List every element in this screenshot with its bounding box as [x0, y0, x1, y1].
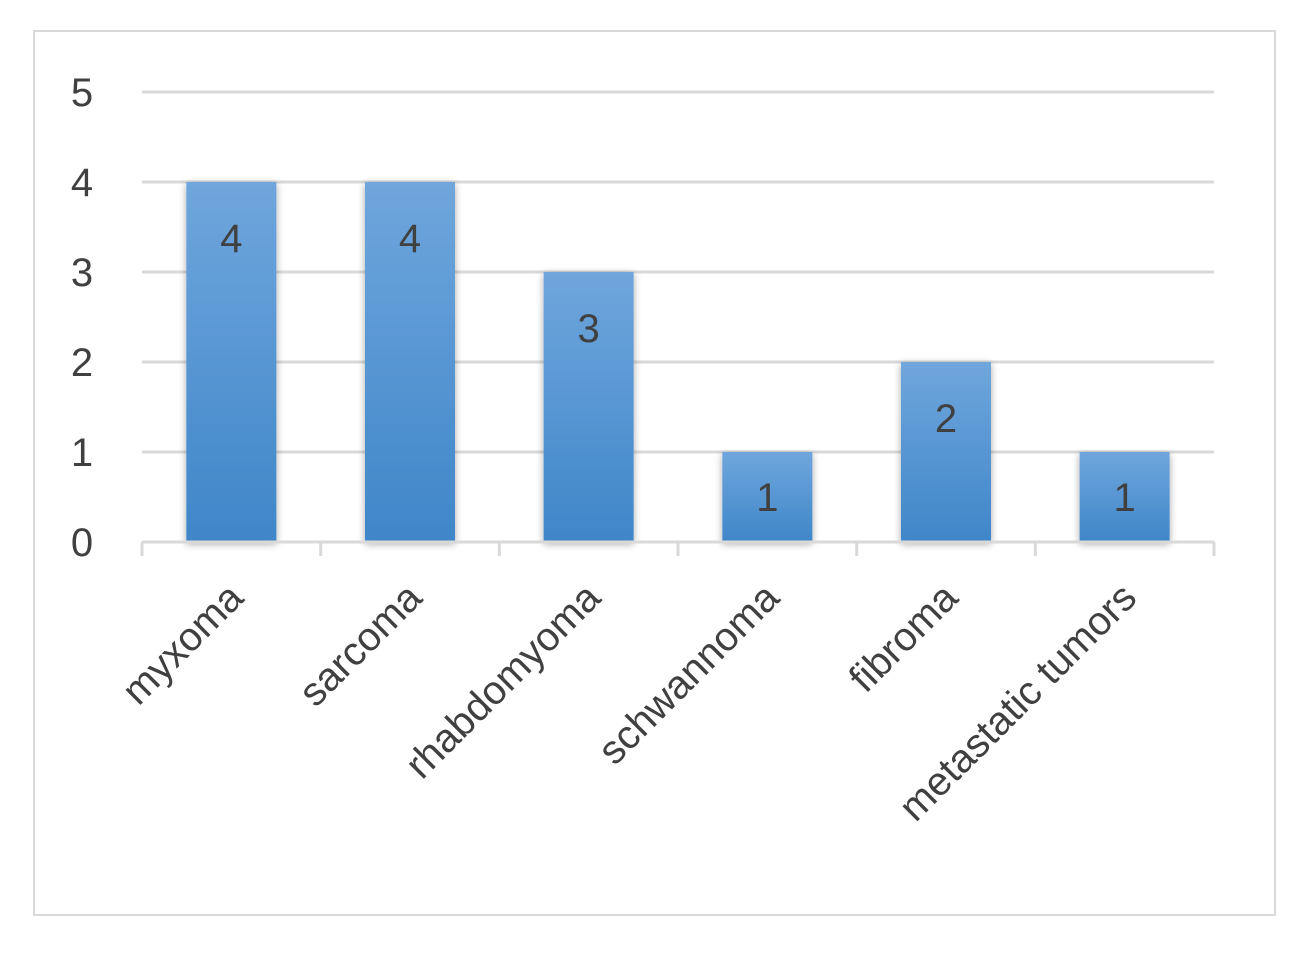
bar	[543, 272, 634, 542]
data-label: 3	[578, 307, 600, 351]
y-tick-label: 1	[71, 431, 93, 475]
bar	[365, 182, 455, 542]
data-label: 1	[1114, 476, 1136, 520]
data-label: 2	[935, 397, 957, 441]
data-label: 4	[220, 217, 242, 261]
category-label: sarcoma	[291, 575, 431, 715]
bar	[901, 362, 991, 542]
bar	[1079, 452, 1170, 542]
y-axis-ticks: 0 1 2 3 4 5	[71, 71, 93, 565]
category-label: schwannoma	[590, 575, 788, 773]
y-tick-label: 0	[71, 521, 93, 565]
gridlines	[142, 90, 1214, 454]
data-label: 4	[399, 217, 421, 261]
category-label: myxoma	[114, 575, 253, 714]
bar	[722, 452, 813, 542]
data-label: 1	[756, 476, 778, 520]
bar	[186, 182, 277, 542]
y-tick-label: 3	[71, 251, 93, 295]
category-label: fibroma	[841, 575, 967, 701]
x-axis	[140, 540, 1216, 556]
bars	[186, 182, 1170, 542]
data-labels: 4 4 3 1 2 1	[220, 217, 1136, 520]
y-tick-label: 2	[71, 341, 93, 385]
y-tick-label: 4	[71, 161, 93, 205]
y-tick-label: 5	[71, 71, 93, 115]
